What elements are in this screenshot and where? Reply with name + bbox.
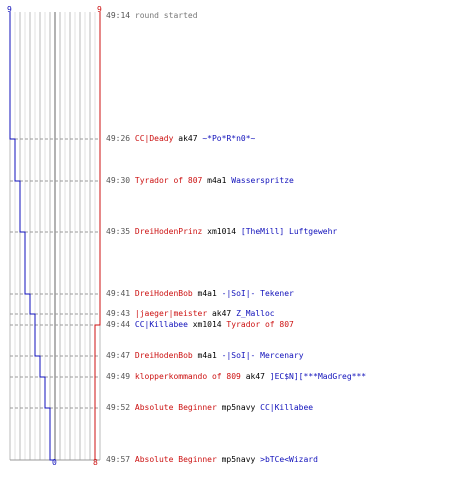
blue-team-start-count: 9 bbox=[7, 5, 12, 14]
kill-event-row: 49:30 Tyrador of 807 m4a1 Wasserspritze bbox=[106, 176, 294, 186]
victim-name: ]EC$N][***MadGreg*** bbox=[269, 372, 367, 381]
killer-name: CC|Killabee bbox=[134, 320, 193, 329]
killer-name: Absolute Beginner bbox=[134, 403, 222, 412]
event-time: 49:30 bbox=[106, 176, 135, 185]
event-time: 49:14 bbox=[106, 11, 135, 20]
weapon-name: ak47 bbox=[211, 309, 237, 318]
killer-name: Absolute Beginner bbox=[134, 455, 222, 464]
weapon-name: xm1014 bbox=[192, 320, 227, 329]
event-time: 49:49 bbox=[106, 372, 135, 381]
event-time: 49:35 bbox=[106, 227, 135, 236]
killer-name: DreiHodenBob bbox=[134, 351, 198, 360]
kill-event-row: 49:43 |jaeger|meister ak47 Z_Malloc bbox=[106, 309, 275, 319]
weapon-name: mp5navy bbox=[221, 455, 261, 464]
red-team-alive-line bbox=[94, 12, 101, 460]
killer-name: klopperkommando of 809 bbox=[134, 372, 246, 381]
weapon-name: ak47 bbox=[245, 372, 270, 381]
victim-name: ~*Po*R*n0*~ bbox=[202, 134, 256, 143]
kill-event-row: 49:49 klopperkommando of 809 ak47 ]EC$N]… bbox=[106, 372, 366, 382]
kill-event-row: 49:57 Absolute Beginner mp5navy >bTCe<Wi… bbox=[106, 455, 318, 465]
event-time: 49:43 bbox=[106, 309, 135, 318]
weapon-name: m4a1 bbox=[197, 351, 222, 360]
kill-event-row: 49:44 CC|Killabee xm1014 Tyrador of 807 bbox=[106, 320, 294, 330]
event-time: 49:47 bbox=[106, 351, 135, 360]
victim-name: CC|Killabee bbox=[260, 403, 314, 412]
killer-name: Tyrador of 807 bbox=[134, 176, 208, 185]
killer-name: DreiHodenBob bbox=[134, 289, 198, 298]
blue-team-alive-line bbox=[9, 12, 55, 461]
event-time: 49:57 bbox=[106, 455, 135, 464]
weapon-name: xm1014 bbox=[207, 227, 241, 236]
kill-event-row: 49:41 DreiHodenBob m4a1 -|SoI|- Tekener bbox=[106, 289, 294, 299]
event-time: 49:52 bbox=[106, 403, 135, 412]
event-time: 49:41 bbox=[106, 289, 135, 298]
kill-event-row: 49:26 CC|Deady ak47 ~*Po*R*n0*~ bbox=[106, 134, 255, 144]
kill-event-row: 49:14 round started bbox=[106, 11, 198, 21]
victim-name: >bTCe<Wizard bbox=[260, 455, 318, 464]
weapon-name: m4a1 bbox=[197, 289, 222, 298]
weapon-name: m4a1 bbox=[207, 176, 232, 185]
event-time: 49:44 bbox=[106, 320, 135, 329]
kill-event-row: 49:52 Absolute Beginner mp5navy CC|Killa… bbox=[106, 403, 313, 413]
killer-name: |jaeger|meister bbox=[134, 309, 212, 318]
red-team-end-count: 8 bbox=[93, 458, 98, 467]
victim-name: -|SoI|- Tekener bbox=[221, 289, 294, 298]
red-team-start-count: 9 bbox=[97, 5, 102, 14]
kill-event-row: 49:47 DreiHodenBob m4a1 -|SoI|- Mercenar… bbox=[106, 351, 304, 361]
victim-name: Z_Malloc bbox=[236, 309, 275, 318]
blue-team-end-count: 0 bbox=[52, 458, 57, 467]
victim-name: -|SoI|- Mercenary bbox=[221, 351, 304, 360]
event-time: 49:26 bbox=[106, 134, 135, 143]
weapon-name: mp5navy bbox=[221, 403, 261, 412]
weapon-name: ak47 bbox=[178, 134, 203, 143]
kill-event-row: 49:35 DreiHodenPrinz xm1014 [TheMill] Lu… bbox=[106, 227, 337, 237]
event-message: round started bbox=[134, 11, 198, 20]
killer-name: DreiHodenPrinz bbox=[134, 227, 208, 236]
victim-name: [TheMill] Luftgewehr bbox=[240, 227, 338, 236]
victim-name: Tyrador of 807 bbox=[226, 320, 294, 329]
victim-name: Wasserspritze bbox=[231, 176, 294, 185]
killer-name: CC|Deady bbox=[134, 134, 179, 143]
